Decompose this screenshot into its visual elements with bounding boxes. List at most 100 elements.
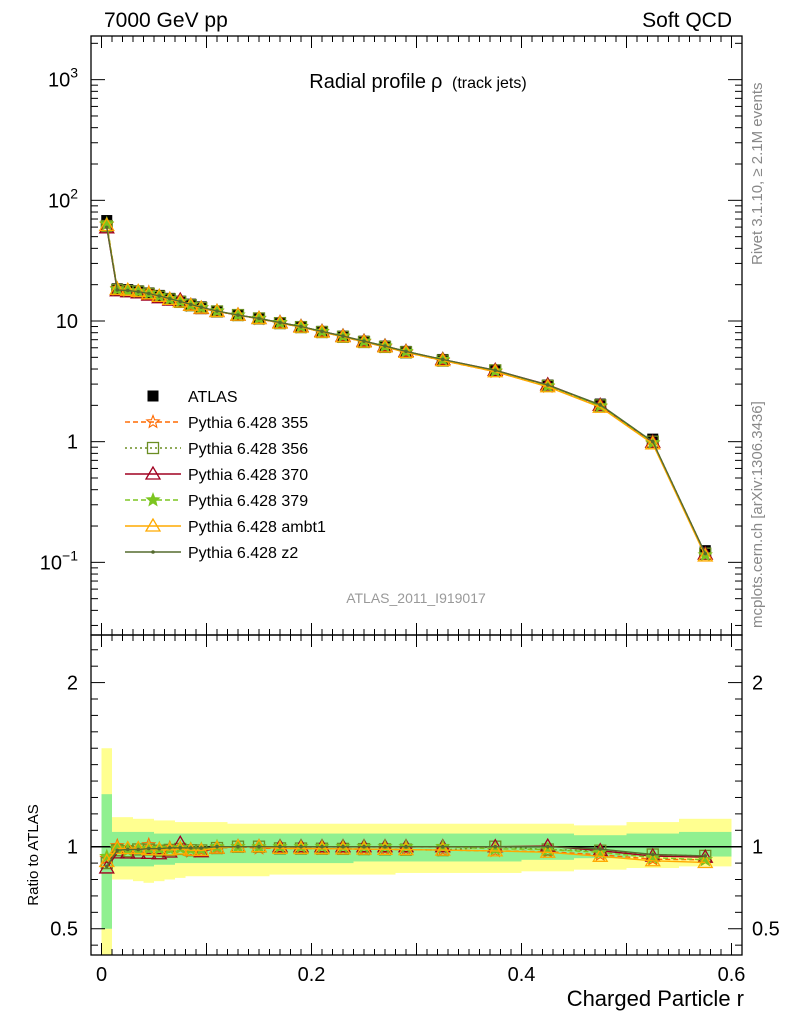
tick-mantissa: 1	[67, 432, 78, 454]
tick-exponent: −1	[62, 547, 78, 563]
legend-label: Pythia 6.428 370	[188, 467, 308, 484]
data-point-6-14	[299, 324, 303, 329]
data-point-6-22	[545, 383, 550, 387]
header-right: Soft QCD	[642, 9, 732, 32]
data-point-6-13	[278, 320, 282, 325]
ratio-point-6-25	[703, 854, 708, 858]
tick-mantissa: 10	[48, 190, 70, 212]
data-point-6-1	[115, 288, 120, 292]
ratio-point-5-15	[313, 840, 331, 855]
ratio-y-tick-label-right: 2	[752, 673, 763, 695]
main-y-tick-label: 10	[56, 311, 78, 333]
ratio-point-5-14	[292, 840, 310, 855]
ratio-point-6-7	[178, 846, 183, 850]
x-tick-label: 0.2	[298, 964, 326, 986]
legend-item-4: Pythia 6.428 379	[125, 491, 308, 510]
legend-label: Pythia 6.428 z2	[188, 545, 298, 562]
ratio-point-5-8	[182, 841, 199, 856]
ratio-point-6-2	[125, 847, 130, 852]
ratio-point-6-9	[199, 846, 204, 850]
legend-label: Pythia 6.428 ambt1	[188, 519, 326, 536]
legend-marker	[151, 550, 155, 554]
data-point-5-9	[193, 299, 210, 314]
data-point-6-23	[598, 403, 603, 407]
data-point-6-4	[146, 291, 151, 296]
ratio-series-group	[98, 835, 714, 874]
ratio-point-6-22	[545, 844, 550, 849]
legend-label: Pythia 6.428 356	[188, 441, 308, 458]
legend-item-2: Pythia 6.428 356	[125, 441, 308, 458]
data-point-6-19	[404, 349, 408, 354]
ratio-point-3-2	[119, 844, 136, 859]
main-y-tick-label: 1	[67, 432, 78, 454]
main-title-symbol: ρ	[431, 71, 442, 93]
legend-marker	[147, 390, 159, 402]
ratio-point-6-17	[362, 844, 366, 849]
data-point-5-24	[644, 435, 661, 450]
ratio-point-6-24	[650, 852, 655, 857]
ratio-point-6-4	[146, 846, 151, 851]
data-point-6-10	[215, 309, 219, 313]
header-left: 7000 GeV pp	[104, 9, 228, 32]
ratio-point-6-10	[215, 844, 219, 849]
ratio-point-6-5	[157, 846, 162, 851]
legend-marker	[144, 465, 162, 480]
x-tick-label: 0	[96, 964, 107, 986]
legend-item-1: Pythia 6.428 355	[125, 413, 308, 432]
ratio-point-5-16	[334, 840, 352, 855]
ratio-y-tick-label-left: 0.5	[50, 919, 78, 941]
main-title: Radial profile ρ (track jets)	[309, 71, 526, 93]
ratio-point-4-0	[99, 848, 115, 864]
data-point-6-5	[157, 294, 162, 298]
ratio-point-5-21	[487, 842, 504, 857]
data-point-6-8	[188, 302, 193, 307]
legend-marker	[145, 491, 161, 507]
ratio-point-6-21	[493, 844, 498, 849]
data-point-6-12	[257, 316, 261, 321]
legend-item-5: Pythia 6.428 ambt1	[125, 517, 326, 536]
ratio-point-5-6	[161, 841, 178, 856]
legend-item-3: Pythia 6.428 370	[125, 465, 308, 484]
main-y-tick-label: 103	[48, 65, 78, 92]
ratio-point-5-18	[376, 841, 394, 855]
ratio-line-5	[106, 846, 706, 864]
tick-mantissa: 10	[56, 311, 78, 333]
data-point-6-24	[650, 439, 655, 444]
legend-marker	[144, 517, 162, 532]
data-point-5-2	[119, 281, 136, 296]
ratio-point-6-15	[320, 844, 324, 849]
ratio-point-5-23	[592, 848, 609, 862]
main-y-tick-label: 102	[48, 185, 78, 212]
data-point-6-3	[136, 289, 141, 294]
ratio-y-tick-label-left: 2	[67, 673, 78, 695]
ratio-point-6-23	[598, 847, 603, 851]
ratio-ylabel: Ratio to ATLAS	[25, 804, 42, 905]
ratio-point-5-12	[250, 838, 268, 853]
data-point-5-19	[397, 344, 415, 358]
main-title-text: Radial profile	[309, 71, 426, 93]
ratio-band-green	[626, 833, 679, 857]
ratio-point-5-9	[193, 842, 210, 857]
ratio-point-5-22	[539, 843, 556, 858]
data-point-6-7	[178, 299, 183, 304]
data-point-6-21	[493, 368, 498, 373]
mcplots-label: mcplots.cern.ch [arXiv:1306.3436]	[749, 401, 766, 628]
legend-label: Pythia 6.428 379	[188, 493, 308, 510]
ratio-point-5-3	[130, 840, 147, 855]
data-point-5-1	[109, 281, 126, 295]
tick-exponent: 2	[70, 185, 78, 201]
ratio-point-5-11	[229, 838, 247, 853]
ratio-point-5-25	[697, 854, 714, 869]
data-point-5-23	[592, 398, 609, 413]
ratio-panel-frame	[90, 634, 743, 956]
data-point-6-6	[167, 296, 172, 301]
ratio-y-tick-label-left: 1	[67, 837, 78, 859]
legend-item-6: Pythia 6.428 z2	[125, 545, 298, 562]
rivet-label: Rivet 3.1.10, ≥ 2.1M events	[749, 83, 766, 266]
ratio-point-4-25	[697, 851, 713, 867]
data-point-5-3	[130, 283, 147, 298]
ratio-point-6-3	[136, 847, 141, 852]
data-point-6-20	[440, 357, 445, 362]
ratio-line-6	[106, 846, 706, 867]
